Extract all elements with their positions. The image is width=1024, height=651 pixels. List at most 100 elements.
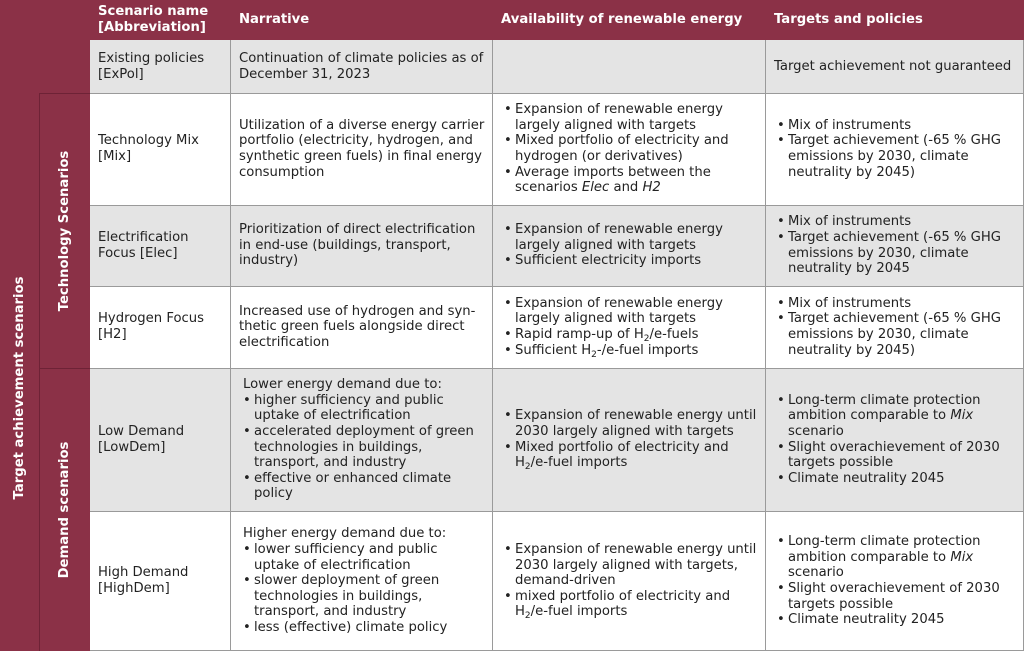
highdem-avail-text: /e-fuel imports: [530, 604, 628, 620]
h2-avail-sub: 2: [591, 349, 597, 360]
grid-line: [492, 40, 493, 651]
row-expol-name: Existing policies [ExPol]: [90, 40, 231, 93]
list-item: Target achievement (-65 % GHG emissions …: [777, 311, 1016, 358]
list-item: effective or enhanced climate policy: [243, 471, 485, 502]
group-target-achievement-label: Target achievement scenarios: [11, 276, 27, 500]
row-highdem-targets: Long-term climate protection ambition co…: [766, 511, 1024, 651]
row-lowdem-narrative: Lower energy demand due to: higher suffi…: [231, 368, 493, 511]
header-narrative-label: Narrative: [239, 12, 310, 28]
list-item: Mix of instruments: [777, 214, 1016, 230]
expol-name-text: Existing policies [ExPol]: [98, 50, 205, 82]
row-h2-targets: Mix of instruments Target achievement (-…: [766, 286, 1024, 368]
list-item: Target achievement (-65 % GHG emissions …: [777, 230, 1016, 277]
list-item: Mix of instruments: [777, 118, 1016, 134]
grid-line: [90, 368, 1024, 369]
list-item: Mix of instruments: [777, 296, 1016, 312]
h2-availability-list: Expansion of renewable energy largely al…: [501, 296, 758, 360]
expol-targets-text: Target achievement not guaranteed: [774, 58, 1012, 74]
row-highdem-availability: Expansion of renewable energy until 2030…: [493, 511, 766, 651]
row-highdem-name: High Demand [HighDem]: [90, 511, 231, 651]
list-item: Slight overachievement of 2030 targets p…: [777, 440, 1016, 471]
list-item: Expansion of renewable energy largely al…: [504, 296, 758, 327]
lowdem-availability-list: Expansion of renewable energy until 2030…: [501, 408, 758, 473]
list-item: Long-term climate protection ambition co…: [777, 534, 1016, 581]
list-item: Average imports between the scenarios El…: [504, 165, 758, 196]
list-item: Climate neutrality 2045: [777, 471, 1016, 487]
mix-avail-and: and: [613, 180, 639, 196]
header-availability-label: Availability of renewable energy: [501, 12, 743, 28]
group-technology-label: Technology Scenarios: [56, 150, 72, 311]
grid-line: [90, 286, 1024, 287]
lowdem-avail-text: /e-fuel imports: [530, 455, 628, 471]
elec-targets-list: Mix of instruments Target achievement (-…: [774, 214, 1016, 276]
side-divider: [39, 368, 90, 369]
lowdem-target-text: scenario: [788, 423, 844, 439]
list-item: lower sufficiency and public uptake of e…: [243, 542, 485, 573]
list-item: Expansion of renewable energy largely al…: [504, 102, 758, 133]
list-item: Sufficient H2-/e-fuel imports: [504, 342, 758, 360]
h2-avail-sub: 2: [643, 334, 650, 344]
row-h2-narrative: Increased use of hydrogen and syn-thetic…: [231, 286, 493, 368]
h2-targets-list: Mix of instruments Target achievement (-…: [774, 296, 1016, 358]
list-item: Mixed portfolio of electricity and hydro…: [504, 133, 758, 164]
list-item: Expansion of renewable energy until 2030…: [504, 542, 758, 589]
list-item: Rapid ramp-up of H2/e-fuels: [504, 327, 758, 344]
list-item: accelerated deployment of green technolo…: [243, 424, 485, 471]
group-technology: Technology Scenarios: [39, 93, 90, 368]
mix-narrative-text: Utilization of a diverse energy carrier …: [239, 117, 485, 180]
group-demand-label: Demand scenarios: [56, 441, 72, 578]
row-h2-availability: Expansion of renewable energy largely al…: [493, 286, 766, 368]
header-targets: Targets and policies: [766, 0, 1024, 40]
list-item: higher sufficiency and public uptake of …: [243, 393, 485, 424]
mix-avail-elec: Elec: [581, 180, 610, 196]
row-h2-name: Hydrogen Focus [H2]: [90, 286, 231, 368]
header-blank: [0, 0, 90, 40]
lowdem-avail-sub: 2: [524, 462, 531, 473]
lowdem-target-mix: Mix: [950, 408, 974, 424]
header-scenario-label: Scenario name [Abbreviation]: [98, 4, 209, 35]
list-item: Long-term climate protection ambition co…: [777, 392, 1016, 440]
header-targets-label: Targets and policies: [774, 12, 923, 28]
row-highdem-narrative: Higher energy demand due to: lower suffi…: [231, 511, 493, 651]
list-item: Target achievement (-65 % GHG emissions …: [777, 133, 1016, 180]
h2-avail-text: Rapid ramp-up of H: [515, 327, 644, 342]
row-expol-narrative: Continuation of climate policies as of D…: [231, 40, 493, 93]
grid-line: [90, 93, 1024, 94]
h2-avail-text: -/e-fuel imports: [596, 342, 699, 358]
row-lowdem-name: Low Demand [LowDem]: [90, 368, 231, 511]
h2-avail-text: /e-fuels: [649, 327, 699, 342]
row-elec-targets: Mix of instruments Target achievement (-…: [766, 205, 1024, 286]
highdem-narrative-list: lower sufficiency and public uptake of e…: [243, 542, 485, 636]
group-blank: [39, 40, 90, 93]
highdem-targets-list: Long-term climate protection ambition co…: [774, 534, 1016, 628]
row-lowdem-targets: Long-term climate protection ambition co…: [766, 368, 1024, 511]
mix-targets-list: Mix of instruments Target achievement (-…: [774, 118, 1016, 180]
highdem-narrative-intro: Higher energy demand due to:: [243, 526, 447, 542]
h2-name-text: Hydrogen Focus [H2]: [98, 311, 204, 342]
header-narrative: Narrative: [231, 0, 493, 40]
mix-avail-h2: H2: [642, 180, 661, 196]
list-item: Mixed portfolio of electricity and H2/e-…: [504, 439, 758, 473]
h2-avail-text: Sufficient H: [515, 342, 592, 358]
row-elec-narrative: Prioritization of direct electrification…: [231, 205, 493, 286]
list-item: mixed portfolio of electricity and H2/e-…: [504, 589, 758, 621]
grid-line: [230, 40, 231, 651]
row-elec-availability: Expansion of renewable energy largely al…: [493, 205, 766, 286]
list-item: slower deployment of green technologies …: [243, 573, 485, 620]
highdem-target-text: Long-term climate protection ambition co…: [788, 534, 981, 565]
grid-line: [90, 205, 1024, 206]
highdem-availability-list: Expansion of renewable energy until 2030…: [501, 542, 758, 621]
highdem-name-text: High Demand [HighDem]: [98, 565, 189, 596]
lowdem-target-text: Long-term climate protection ambition co…: [788, 392, 981, 424]
list-item: Expansion of renewable energy until 2030…: [504, 408, 758, 439]
lowdem-name-text: Low Demand [LowDem]: [98, 423, 185, 455]
h2-narrative-text: Increased use of hydrogen and syn-thetic…: [239, 303, 476, 350]
lowdem-avail-text: Mixed portfolio of electricity and H: [515, 439, 729, 471]
highdem-target-mix: Mix: [950, 549, 974, 565]
highdem-target-text: scenario: [788, 565, 844, 581]
row-lowdem-availability: Expansion of renewable energy until 2030…: [493, 368, 766, 511]
list-item: Expansion of renewable energy largely al…: [504, 222, 758, 253]
row-expol-targets: Target achievement not guaranteed: [766, 40, 1024, 93]
row-mix-availability: Expansion of renewable energy largely al…: [493, 93, 766, 205]
